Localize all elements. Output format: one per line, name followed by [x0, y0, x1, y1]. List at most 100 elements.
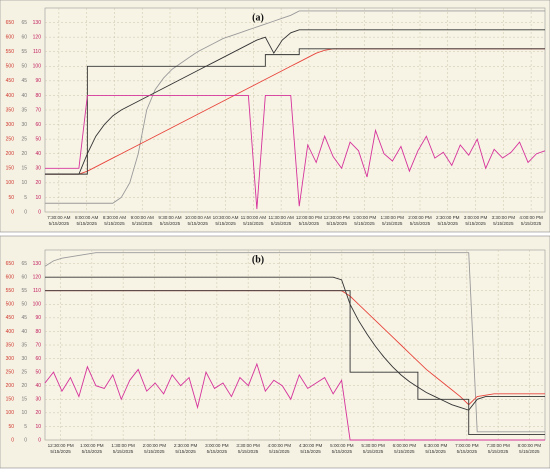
- y-tick-label: 150: [6, 166, 15, 172]
- y-tick-label: 250: [6, 369, 15, 375]
- series-line: [45, 48, 545, 175]
- x-tick-label: 4:30:00 PM: [299, 443, 323, 448]
- x-tick-date: 5/15/2025: [363, 449, 384, 454]
- x-tick-date: 5/15/2025: [215, 221, 236, 226]
- x-tick-date: 5/15/2025: [49, 221, 70, 226]
- y-tick-label: 600: [6, 274, 15, 280]
- y2-tick-label: 50: [21, 302, 27, 308]
- y2-tick-label: 45: [21, 78, 27, 84]
- y2-tick-label: 65: [21, 20, 27, 26]
- y-tick-label: 150: [6, 397, 15, 403]
- x-tick-date: 5/15/2025: [243, 221, 264, 226]
- y-tick-label: 50: [8, 424, 14, 430]
- x-tick-date: 5/15/2025: [82, 449, 103, 454]
- x-tick-date: 5/15/2025: [269, 449, 290, 454]
- x-tick-label: 12:30:00 PM: [48, 443, 74, 448]
- y3-tick-label: 10: [35, 424, 41, 430]
- x-tick-date: 5/15/2025: [465, 221, 486, 226]
- x-tick-label: 10:00:00 AM: [185, 215, 211, 220]
- x-tick-date: 5/15/2025: [113, 449, 134, 454]
- y2-tick-label: 35: [21, 107, 27, 113]
- y2-tick-label: 30: [21, 356, 27, 362]
- x-tick-date: 5/15/2025: [132, 221, 153, 226]
- x-tick-date: 5/15/2025: [188, 221, 209, 226]
- y-tick-label: 550: [6, 288, 15, 294]
- x-tick-date: 5/15/2025: [175, 449, 196, 454]
- x-tick-label: 8:30:00 AM: [103, 215, 126, 220]
- x-tick-date: 5/15/2025: [519, 449, 540, 454]
- y-tick-label: 0: [11, 437, 14, 443]
- x-tick-date: 5/15/2025: [521, 221, 542, 226]
- y2-tick-label: 15: [21, 166, 27, 172]
- x-tick-label: 7:30:00 PM: [486, 443, 510, 448]
- y2-tick-label: 55: [21, 288, 27, 294]
- y3-tick-label: 120: [33, 274, 42, 280]
- y2-tick-label: 55: [21, 49, 27, 55]
- series-line: [44, 252, 545, 433]
- x-tick-date: 5/15/2025: [238, 449, 259, 454]
- y2-tick-label: 25: [21, 369, 27, 375]
- x-tick-label: 1:30:00 PM: [111, 443, 135, 448]
- y2-tick-label: 5: [24, 424, 27, 430]
- y-tick-label: 550: [6, 49, 15, 55]
- y2-tick-label: 15: [21, 397, 27, 403]
- y2-tick-label: 10: [21, 180, 27, 186]
- y3-tick-label: 80: [35, 93, 41, 99]
- x-tick-date: 5/15/2025: [144, 449, 165, 454]
- y3-tick-label: 80: [35, 329, 41, 335]
- y-tick-label: 650: [6, 20, 15, 26]
- y2-tick-label: 20: [21, 151, 27, 157]
- x-tick-label: 3:00:00 PM: [205, 443, 229, 448]
- y2-tick-label: 65: [21, 261, 27, 267]
- y-tick-label: 500: [6, 64, 15, 70]
- y-tick-label: 200: [6, 151, 15, 157]
- x-tick-label: 1:00:00 PM: [353, 215, 377, 220]
- x-tick-date: 5/15/2025: [160, 221, 181, 226]
- y3-tick-label: 10: [35, 195, 41, 201]
- y3-tick-label: 0: [38, 209, 41, 215]
- x-tick-label: 9:30:00 AM: [158, 215, 181, 220]
- y-tick-label: 100: [6, 180, 15, 186]
- y3-tick-label: 110: [33, 288, 41, 294]
- y2-tick-label: 20: [21, 383, 27, 389]
- y3-tick-label: 100: [33, 302, 42, 308]
- y3-tick-label: 90: [35, 315, 41, 321]
- y3-tick-label: 0: [38, 437, 41, 443]
- y2-tick-label: 5: [24, 195, 27, 201]
- y-tick-label: 450: [6, 78, 15, 84]
- y3-tick-label: 70: [35, 107, 41, 113]
- x-tick-date: 5/15/2025: [488, 449, 509, 454]
- series-line: [44, 362, 545, 441]
- x-tick-label: 3:00:00 PM: [464, 215, 488, 220]
- x-tick-label: 2:00:00 PM: [408, 215, 432, 220]
- y-tick-label: 200: [6, 383, 15, 389]
- x-tick-label: 7:30:00 AM: [47, 215, 70, 220]
- x-tick-date: 5/15/2025: [50, 449, 71, 454]
- y-tick-label: 100: [6, 410, 15, 416]
- x-tick-label: 12:30:00 PM: [324, 215, 350, 220]
- y3-tick-label: 120: [33, 34, 42, 40]
- y3-tick-label: 50: [35, 136, 41, 142]
- y2-tick-label: 10: [21, 410, 27, 416]
- y-tick-label: 450: [6, 315, 15, 321]
- x-tick-label: 5:00:00 PM: [330, 443, 354, 448]
- x-tick-date: 5/15/2025: [271, 221, 292, 226]
- x-tick-label: 7:00:00 PM: [455, 443, 479, 448]
- x-tick-label: 8:00:00 PM: [518, 443, 542, 448]
- x-tick-label: 2:00:00 PM: [143, 443, 167, 448]
- x-tick-date: 5/15/2025: [207, 449, 228, 454]
- y2-tick-label: 25: [21, 136, 27, 142]
- y2-tick-label: 0: [24, 437, 27, 443]
- y3-tick-label: 110: [33, 49, 41, 55]
- y2-tick-label: 50: [21, 64, 27, 70]
- y3-tick-label: 130: [33, 20, 42, 26]
- y-tick-label: 0: [11, 209, 14, 215]
- x-tick-date: 5/15/2025: [457, 449, 478, 454]
- y-tick-label: 400: [6, 93, 15, 99]
- series-line: [45, 276, 545, 411]
- x-tick-date: 5/15/2025: [332, 449, 353, 454]
- x-tick-date: 5/15/2025: [326, 221, 347, 226]
- y3-tick-label: 130: [33, 261, 42, 267]
- x-tick-date: 5/15/2025: [410, 221, 431, 226]
